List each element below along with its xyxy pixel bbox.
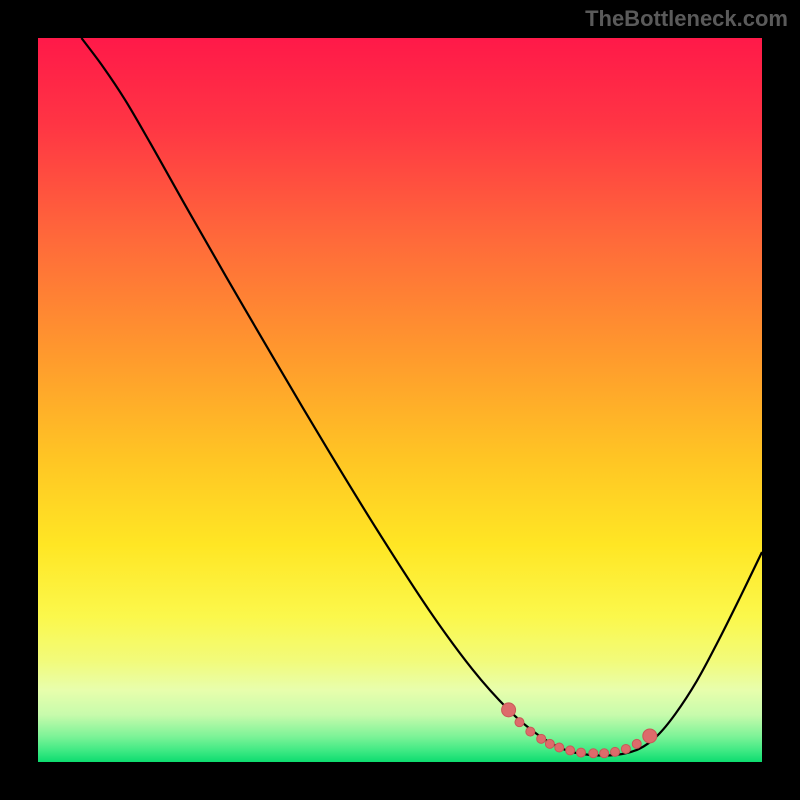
gradient-background xyxy=(38,38,762,762)
marker-point xyxy=(526,727,535,736)
marker-point xyxy=(632,739,641,748)
marker-point xyxy=(643,729,657,743)
marker-point xyxy=(621,744,630,753)
marker-point xyxy=(545,739,554,748)
marker-point xyxy=(589,749,598,758)
marker-point xyxy=(555,743,564,752)
marker-point xyxy=(502,703,516,717)
marker-point xyxy=(566,746,575,755)
marker-point xyxy=(611,747,620,756)
marker-point xyxy=(577,748,586,757)
plot-area xyxy=(38,38,762,762)
marker-point xyxy=(537,734,546,743)
marker-point xyxy=(600,749,609,758)
marker-point xyxy=(515,718,524,727)
watermark: TheBottleneck.com xyxy=(585,6,788,32)
chart-container: TheBottleneck.com xyxy=(0,0,800,800)
plot-svg xyxy=(38,38,762,762)
